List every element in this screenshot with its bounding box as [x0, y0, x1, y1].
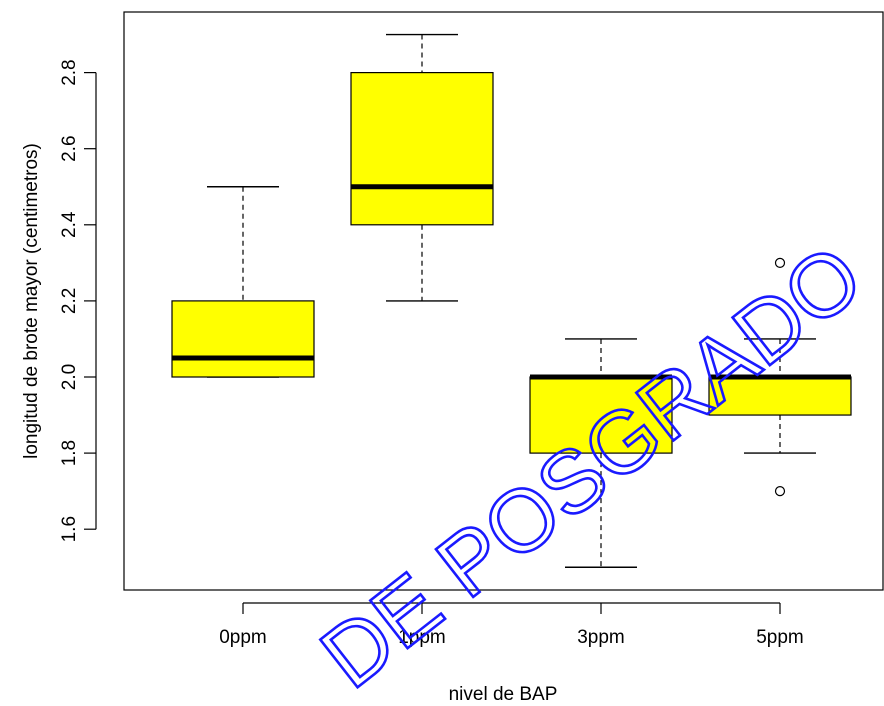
- y-axis: 1.6 1.8 2.0 2.2 2.4 2.6 2.8: [59, 59, 97, 542]
- box-3ppm: [529, 376, 673, 454]
- y-tick-label: 2.4: [59, 211, 80, 238]
- box-0ppm: [171, 300, 315, 378]
- outlier-point: [774, 257, 786, 268]
- x-tick-label: 5ppm: [756, 627, 804, 648]
- x-tick-label: 3ppm: [577, 627, 625, 648]
- x-axis-label: nivel de BAP: [449, 684, 558, 705]
- y-tick-label: 1.8: [59, 440, 80, 466]
- y-tick-label: 2.0: [59, 364, 80, 390]
- x-axis: 0ppm 1ppm 3ppm 5ppm: [219, 602, 804, 648]
- y-axis-label: longitud de brote mayor (centimetros): [21, 143, 42, 459]
- x-tick-label: 1ppm: [398, 627, 446, 648]
- y-tick-label: 1.6: [59, 516, 80, 542]
- x-tick-label: 0ppm: [219, 627, 267, 648]
- box-1ppm: [350, 71, 494, 226]
- outlier-point: [774, 486, 786, 497]
- y-tick-label: 2.2: [59, 288, 80, 314]
- plot-frame: [123, 11, 884, 591]
- y-tick-label: 2.8: [59, 59, 80, 85]
- box-5ppm: [708, 376, 852, 416]
- box-group: [171, 33, 852, 568]
- y-tick-label: 2.6: [59, 135, 80, 161]
